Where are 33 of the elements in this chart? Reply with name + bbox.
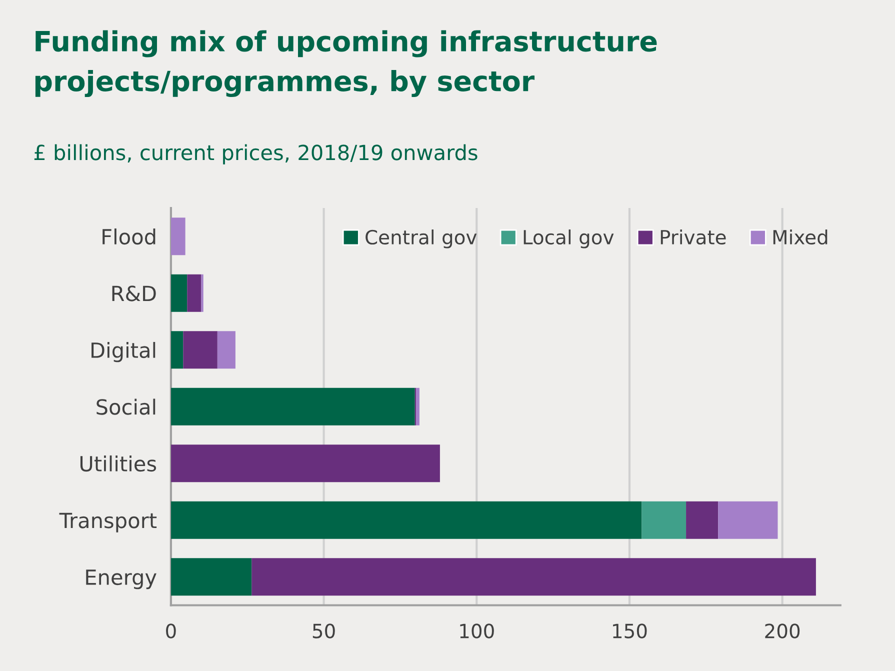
bar — [252, 558, 816, 596]
x-tick-label: 0 — [166, 624, 176, 638]
bar — [416, 388, 420, 426]
x-tick-label: 100 — [460, 624, 494, 638]
legend-label: Mixed — [773, 229, 828, 245]
legend-label: Private — [660, 229, 726, 245]
x-tick-label: 200 — [765, 624, 800, 638]
chart-title: Funding mix of upcoming infrastructure projects/programmes, by sector — [35, 30, 657, 98]
y-tick-label: Energy — [86, 570, 156, 590]
chart-subtitle: £ billions, current prices, 2018/19 onwards — [34, 144, 478, 164]
bar — [718, 501, 778, 539]
y-tick-label: Transport — [59, 512, 157, 532]
y-tick-label: Digital — [92, 342, 156, 362]
x-tick-label: 150 — [613, 624, 647, 638]
y-tick-label: Utilities — [80, 455, 156, 472]
bar — [170, 331, 184, 369]
bar — [187, 274, 202, 312]
bar — [170, 274, 188, 312]
x-tick-label: 50 — [312, 624, 335, 638]
y-tick-label: R&D — [112, 286, 156, 302]
bar — [170, 501, 642, 539]
bar — [170, 218, 186, 256]
legend-label: Local gov — [524, 229, 614, 248]
bar — [642, 501, 686, 539]
bar — [183, 331, 218, 369]
y-tick-label: Social — [96, 398, 156, 415]
y-tick-label: Flood — [102, 228, 156, 245]
bar — [170, 558, 252, 596]
bar — [170, 444, 440, 482]
bar — [170, 388, 415, 426]
bar — [686, 501, 718, 539]
bar — [217, 331, 236, 369]
legend-label: Central gov — [366, 229, 477, 248]
